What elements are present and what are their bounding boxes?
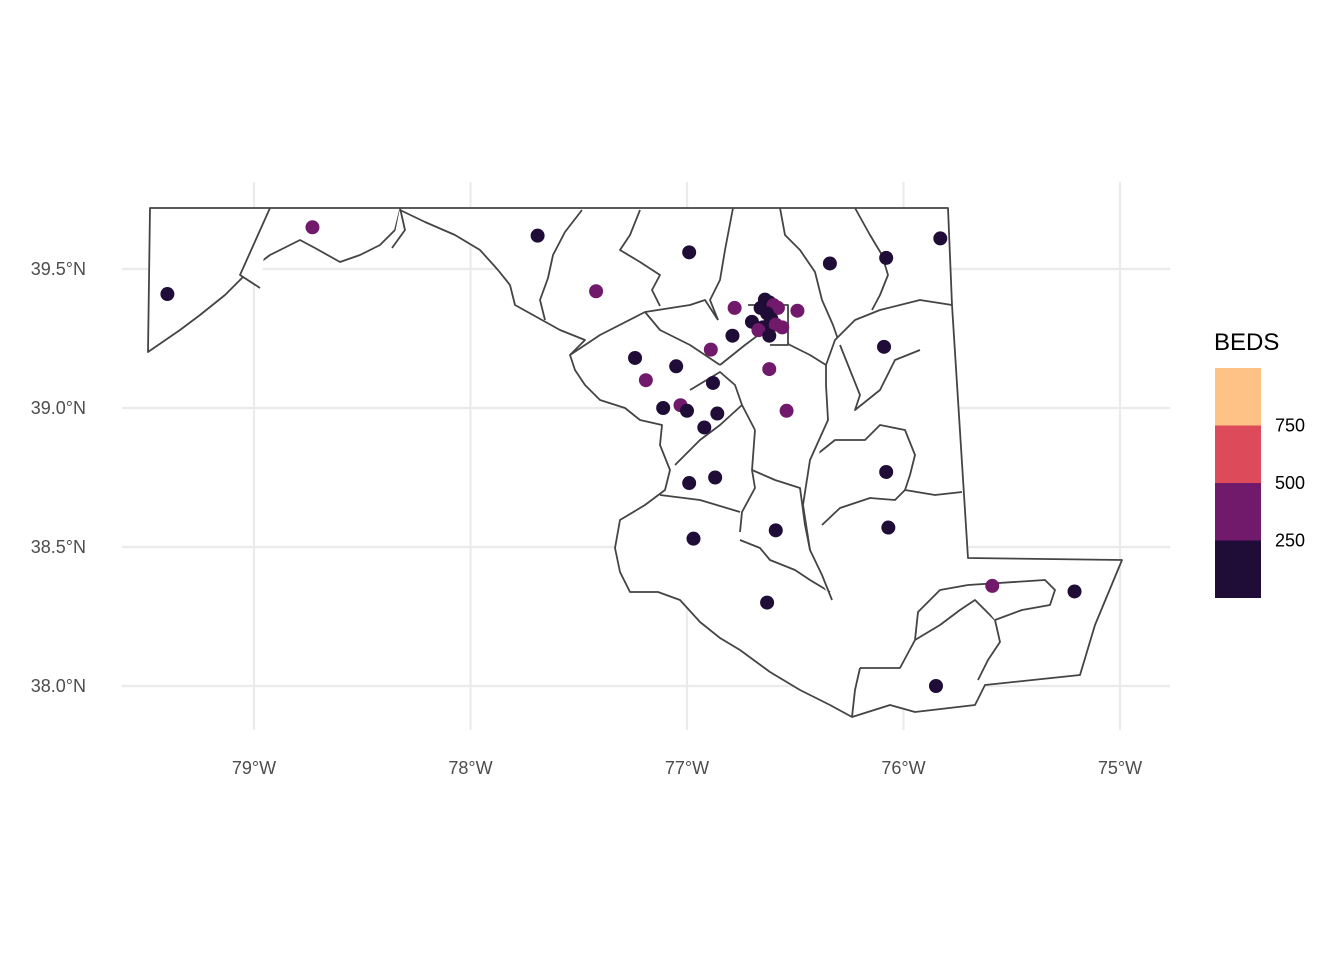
- county-line-garrett-allegany: [239, 207, 271, 289]
- county-line-frederick-carroll: [619, 209, 661, 307]
- x-axis-tick-labels: 79°W 78°W 77°W 76°W 75°W: [232, 758, 1142, 778]
- legend-bin-3: [1215, 368, 1261, 426]
- x-tick-label-3: 76°W: [881, 758, 925, 778]
- hospital-point-47: [928, 679, 943, 693]
- county-line-calvert-east: [751, 469, 833, 601]
- hospital-point-23: [762, 328, 777, 343]
- hospital-point-28: [669, 359, 684, 374]
- county-line-caroline-dorchester: [821, 489, 906, 526]
- county-boundaries: [147, 207, 1123, 718]
- x-tick-label-0: 79°W: [232, 758, 276, 778]
- hospital-point-39: [708, 470, 723, 485]
- county-line-harford-cecil: [854, 207, 889, 311]
- legend-title: BEDS: [1214, 329, 1279, 356]
- y-tick-label-1: 38.5°N: [31, 537, 86, 557]
- hospital-point-46: [760, 595, 775, 610]
- legend-beds: BEDS 250 500 750: [1214, 329, 1305, 598]
- hospital-point-36: [779, 403, 794, 418]
- hospital-points: [160, 220, 1082, 693]
- legend-label-0: 250: [1275, 531, 1305, 551]
- hospital-point-44: [985, 578, 1000, 593]
- y-tick-label-0: 38.0°N: [31, 676, 86, 696]
- y-tick-label-3: 39.5°N: [31, 259, 86, 279]
- county-line-dorchester-somerset: [851, 667, 861, 718]
- hospital-point-33: [656, 401, 671, 415]
- county-line-dorchester-wicomico: [860, 584, 969, 669]
- hospital-point-31: [705, 375, 720, 390]
- county-line-frederick-montgomery: [569, 299, 719, 356]
- x-tick-label-2: 77°W: [665, 758, 709, 778]
- legend-label-1: 500: [1275, 473, 1305, 493]
- county-line-wicomico-somerset: [914, 599, 1001, 681]
- county-line-talbot-caroline: [904, 489, 963, 496]
- legend-bin-1: [1215, 483, 1261, 541]
- hospital-point-29: [762, 362, 777, 377]
- hospital-point-27: [628, 350, 643, 365]
- hospital-point-45: [1067, 584, 1082, 599]
- legend-bin-0: [1215, 540, 1261, 598]
- county-line-charles-stmarys: [659, 494, 741, 513]
- county-line-calvert-stmarys: [739, 539, 831, 593]
- county-line-pg-charles: [674, 404, 743, 466]
- y-tick-label-2: 39.0°N: [31, 398, 86, 418]
- hospital-point-35: [710, 406, 725, 421]
- hospital-point-7: [933, 231, 948, 246]
- hospital-point-24: [725, 328, 740, 343]
- hospital-point-40: [682, 476, 697, 491]
- hospital-point-3: [589, 284, 604, 299]
- hospital-point-13: [770, 300, 785, 315]
- hospital-point-38: [879, 464, 894, 479]
- legend-colorbar: 250 500 750: [1215, 368, 1305, 598]
- hospital-point-6: [879, 250, 894, 265]
- county-line-howard-montgomery: [644, 311, 721, 366]
- legend-bin-2: [1215, 425, 1261, 483]
- county-line-bay-east: [802, 384, 829, 551]
- hospital-point-34: [680, 403, 694, 418]
- hospital-point-4: [682, 245, 697, 260]
- county-line-kent-bay: [839, 344, 921, 411]
- hospital-point-2: [530, 228, 545, 243]
- y-axis-tick-labels: 38.0°N 38.5°N 39.0°N 39.5°N: [31, 259, 86, 696]
- x-tick-label-4: 75°W: [1098, 758, 1142, 778]
- hospital-point-42: [768, 523, 783, 538]
- county-line-carroll-baltimore: [709, 207, 734, 321]
- hospital-point-41: [881, 520, 896, 535]
- hospital-point-8: [727, 300, 742, 315]
- hospital-point-0: [160, 287, 175, 302]
- hospital-point-25: [877, 339, 892, 354]
- hospital-point-20: [751, 323, 766, 338]
- hospital-point-43: [686, 531, 701, 546]
- hospital-point-1: [305, 220, 320, 235]
- x-tick-label-1: 78°W: [448, 758, 492, 778]
- legend-label-2: 750: [1275, 416, 1305, 436]
- county-line-pg-calvert: [739, 429, 756, 533]
- county-line-allegany-washington: [391, 207, 406, 249]
- county-line-washington-frederick: [539, 209, 583, 321]
- hospital-point-30: [638, 373, 653, 388]
- hospital-point-22: [775, 320, 790, 335]
- county-line-baltimore-harford: [779, 207, 841, 346]
- hospital-point-5: [822, 256, 837, 271]
- hospital-point-37: [697, 420, 712, 435]
- hospital-point-26: [703, 342, 718, 357]
- hospital-point-14: [790, 303, 805, 318]
